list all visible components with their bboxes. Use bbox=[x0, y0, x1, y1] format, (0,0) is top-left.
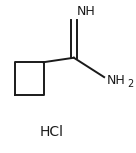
Text: HCl: HCl bbox=[39, 125, 63, 139]
Text: NH: NH bbox=[107, 74, 126, 87]
Text: NH: NH bbox=[76, 4, 95, 17]
Text: 2: 2 bbox=[127, 79, 133, 89]
